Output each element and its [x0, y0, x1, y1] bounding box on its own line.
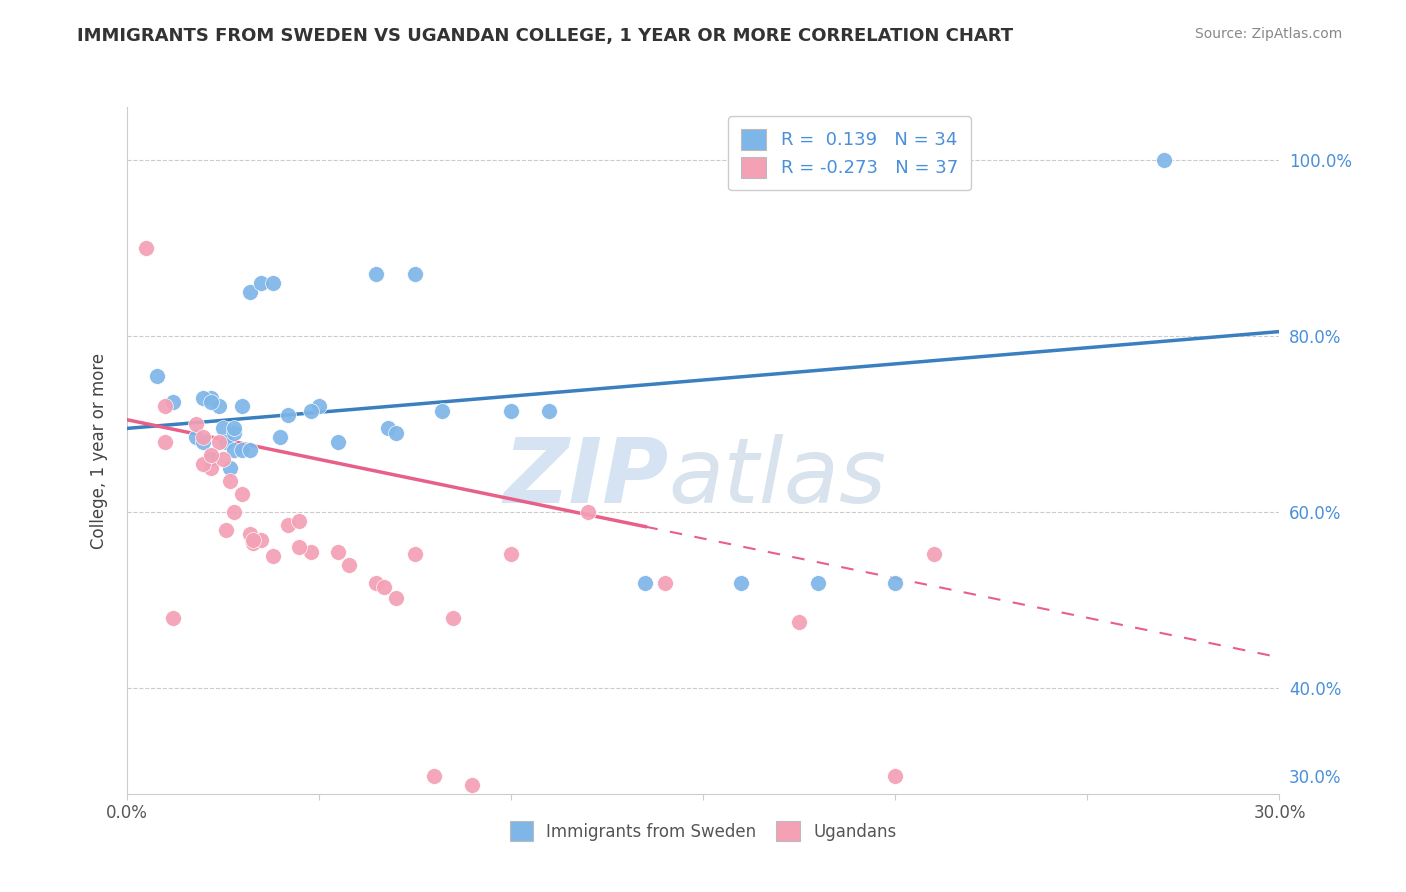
Point: [262, 276, 284, 290]
Point: [384, 425, 406, 440]
Point: [238, 527, 260, 541]
Point: [277, 409, 299, 423]
Point: [366, 268, 388, 282]
Point: [193, 434, 215, 449]
Text: ZIP: ZIP: [503, 434, 668, 522]
Point: [211, 421, 233, 435]
Point: [200, 452, 222, 467]
Point: [184, 430, 207, 444]
Point: [208, 400, 231, 414]
Point: [162, 395, 184, 409]
Point: [224, 421, 246, 435]
Point: [499, 404, 522, 418]
Point: [242, 536, 264, 550]
Point: [1153, 153, 1175, 167]
Point: [224, 505, 246, 519]
Point: [377, 421, 399, 435]
Point: [200, 461, 222, 475]
Point: [299, 404, 322, 418]
Point: [499, 547, 522, 561]
Point: [250, 533, 273, 548]
Point: [787, 615, 810, 630]
Point: [576, 505, 599, 519]
Point: [807, 575, 830, 590]
Point: [215, 523, 238, 537]
Point: [193, 391, 215, 405]
Point: [162, 611, 184, 625]
Point: [277, 518, 299, 533]
Point: [215, 434, 238, 449]
Point: [219, 461, 242, 475]
Point: [200, 391, 222, 405]
Point: [384, 591, 406, 606]
Y-axis label: College, 1 year or more: College, 1 year or more: [90, 352, 108, 549]
Point: [423, 769, 446, 783]
Text: atlas: atlas: [668, 434, 886, 522]
Point: [288, 541, 311, 555]
Legend: Immigrants from Sweden, Ugandans: Immigrants from Sweden, Ugandans: [503, 814, 903, 847]
Point: [153, 434, 176, 449]
Point: [634, 575, 657, 590]
Point: [654, 575, 676, 590]
Point: [326, 434, 349, 449]
Point: [193, 430, 215, 444]
Point: [461, 778, 484, 792]
Point: [146, 368, 169, 383]
Point: [200, 395, 222, 409]
Point: [288, 514, 311, 528]
Point: [200, 448, 222, 462]
Point: [193, 457, 215, 471]
Point: [184, 417, 207, 431]
Point: [153, 400, 176, 414]
Point: [730, 575, 752, 590]
Point: [538, 404, 561, 418]
Point: [135, 241, 157, 255]
Point: [339, 558, 361, 572]
Point: [308, 400, 330, 414]
Text: Source: ZipAtlas.com: Source: ZipAtlas.com: [1195, 27, 1343, 41]
Point: [441, 611, 464, 625]
Point: [250, 276, 273, 290]
Point: [884, 575, 907, 590]
Point: [404, 547, 426, 561]
Point: [366, 575, 388, 590]
Text: IMMIGRANTS FROM SWEDEN VS UGANDAN COLLEGE, 1 YEAR OR MORE CORRELATION CHART: IMMIGRANTS FROM SWEDEN VS UGANDAN COLLEG…: [77, 27, 1014, 45]
Point: [211, 452, 233, 467]
Point: [404, 268, 426, 282]
Point: [326, 545, 349, 559]
Point: [224, 425, 246, 440]
Point: [262, 549, 284, 563]
Point: [231, 443, 253, 458]
Point: [373, 580, 395, 594]
Point: [238, 285, 260, 299]
Point: [238, 443, 260, 458]
Point: [208, 434, 231, 449]
Point: [299, 545, 322, 559]
Point: [922, 547, 945, 561]
Point: [231, 400, 253, 414]
Point: [269, 430, 291, 444]
Point: [231, 487, 253, 501]
Point: [430, 404, 453, 418]
Point: [224, 443, 246, 458]
Point: [884, 769, 907, 783]
Point: [242, 533, 264, 548]
Point: [219, 475, 242, 489]
